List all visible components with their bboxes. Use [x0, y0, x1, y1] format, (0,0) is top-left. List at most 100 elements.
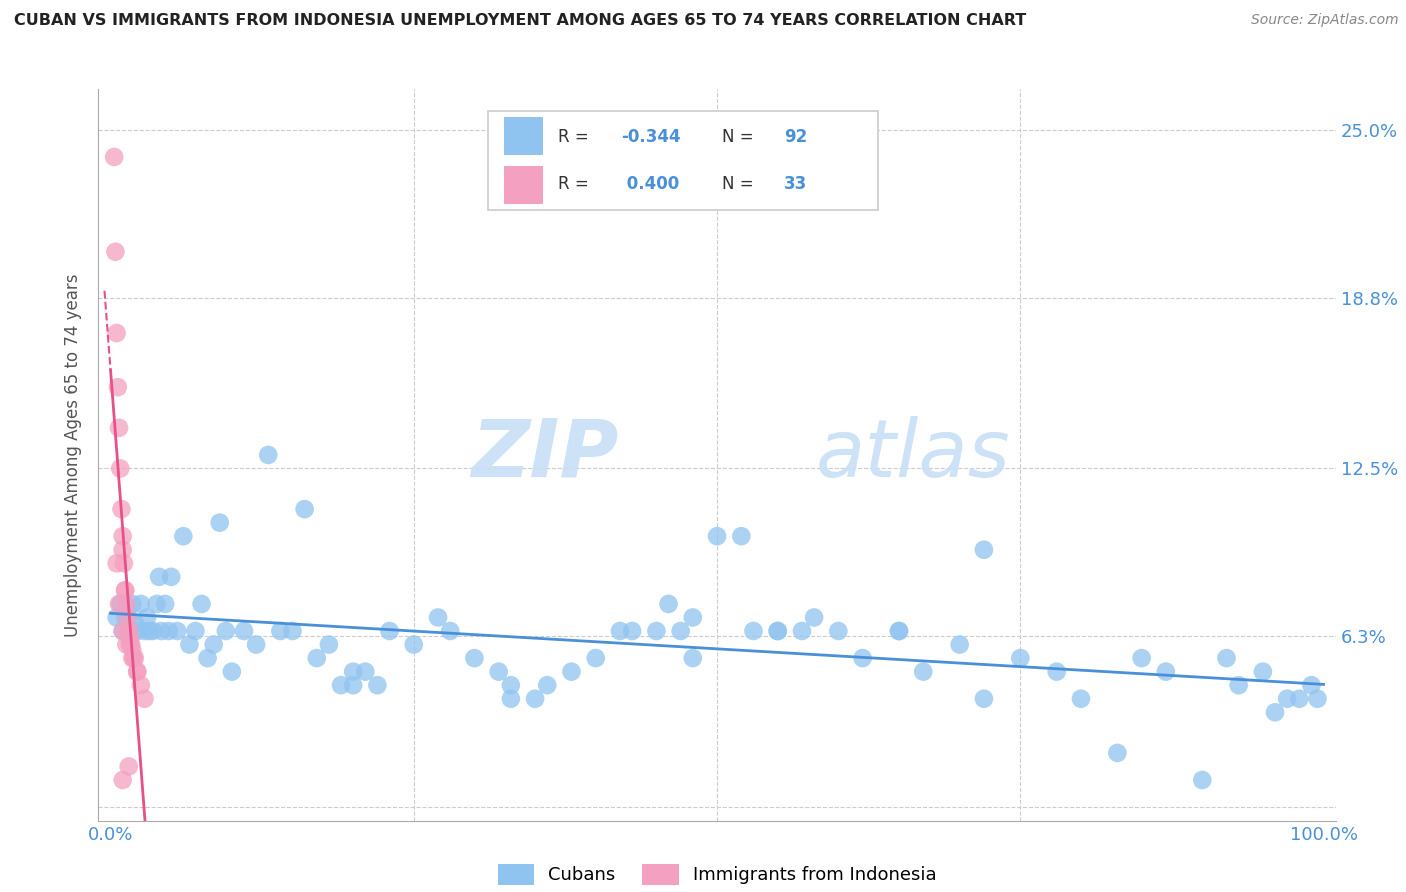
Text: R =: R = [558, 175, 595, 194]
Point [803, 610, 825, 624]
Point [110, 461, 132, 475]
Point [121, 643, 143, 657]
Point [560, 665, 582, 679]
Point [949, 638, 972, 652]
Point [827, 624, 849, 638]
Point [108, 597, 131, 611]
Point [1130, 651, 1153, 665]
Point [354, 665, 377, 679]
Point [682, 610, 704, 624]
Point [657, 597, 679, 611]
Point [1046, 665, 1069, 679]
Legend: Cubans, Immigrants from Indonesia: Cubans, Immigrants from Indonesia [498, 864, 936, 885]
Point [609, 624, 631, 638]
Point [645, 624, 668, 638]
Text: -0.344: -0.344 [620, 128, 681, 145]
Point [524, 691, 547, 706]
Point [118, 759, 141, 773]
Point [129, 597, 152, 611]
Point [427, 610, 450, 624]
Point [402, 638, 425, 652]
Point [887, 624, 910, 638]
Point [179, 638, 201, 652]
Point [166, 624, 188, 638]
Point [160, 570, 183, 584]
Point [887, 624, 910, 638]
Point [682, 651, 704, 665]
Text: Source: ZipAtlas.com: Source: ZipAtlas.com [1251, 13, 1399, 28]
Point [378, 624, 401, 638]
Point [342, 678, 364, 692]
Point [104, 244, 127, 259]
Point [134, 624, 156, 638]
Point [1215, 651, 1237, 665]
Point [318, 638, 340, 652]
Point [257, 448, 280, 462]
Point [294, 502, 316, 516]
Point [111, 772, 134, 787]
Point [669, 624, 692, 638]
Point [184, 624, 207, 638]
Point [912, 665, 935, 679]
Point [148, 570, 170, 584]
Point [439, 624, 461, 638]
FancyBboxPatch shape [488, 112, 877, 210]
Point [1288, 691, 1310, 706]
Point [120, 638, 142, 652]
Point [118, 638, 141, 652]
Text: CUBAN VS IMMIGRANTS FROM INDONESIA UNEMPLOYMENT AMONG AGES 65 TO 74 YEARS CORREL: CUBAN VS IMMIGRANTS FROM INDONESIA UNEMP… [14, 13, 1026, 29]
Point [105, 610, 128, 624]
Point [111, 624, 134, 638]
Point [342, 665, 364, 679]
Point [118, 624, 141, 638]
Text: 92: 92 [785, 128, 807, 145]
Point [215, 624, 238, 638]
Text: N =: N = [723, 128, 759, 145]
Point [107, 380, 129, 394]
Point [114, 583, 136, 598]
Point [742, 624, 765, 638]
Point [766, 624, 789, 638]
Point [1107, 746, 1129, 760]
Point [129, 678, 152, 692]
Point [112, 556, 135, 570]
Point [111, 529, 134, 543]
Point [330, 678, 353, 692]
Point [145, 597, 167, 611]
Point [1010, 651, 1032, 665]
Point [118, 632, 141, 647]
Point [150, 624, 173, 638]
Point [124, 615, 146, 630]
Point [1264, 706, 1286, 720]
Point [1275, 691, 1298, 706]
Point [127, 665, 149, 679]
Point [973, 542, 995, 557]
Point [790, 624, 813, 638]
Point [136, 610, 159, 624]
Point [1306, 691, 1329, 706]
Point [172, 529, 194, 543]
Point [121, 597, 143, 611]
Point [110, 597, 132, 611]
Point [134, 691, 156, 706]
Point [1251, 665, 1274, 679]
Point [114, 610, 136, 624]
Point [973, 691, 995, 706]
Bar [503, 167, 543, 204]
Point [111, 624, 134, 638]
Point [153, 597, 176, 611]
Point [121, 651, 143, 665]
Point [122, 651, 145, 665]
Point [366, 678, 388, 692]
Point [103, 150, 125, 164]
Point [142, 624, 165, 638]
Point [766, 624, 789, 638]
Point [114, 583, 136, 598]
Point [118, 610, 141, 624]
Point [221, 665, 243, 679]
Point [110, 502, 132, 516]
Y-axis label: Unemployment Among Ages 65 to 74 years: Unemployment Among Ages 65 to 74 years [65, 273, 83, 637]
Point [108, 421, 131, 435]
Point [190, 597, 212, 611]
Text: atlas: atlas [815, 416, 1011, 494]
